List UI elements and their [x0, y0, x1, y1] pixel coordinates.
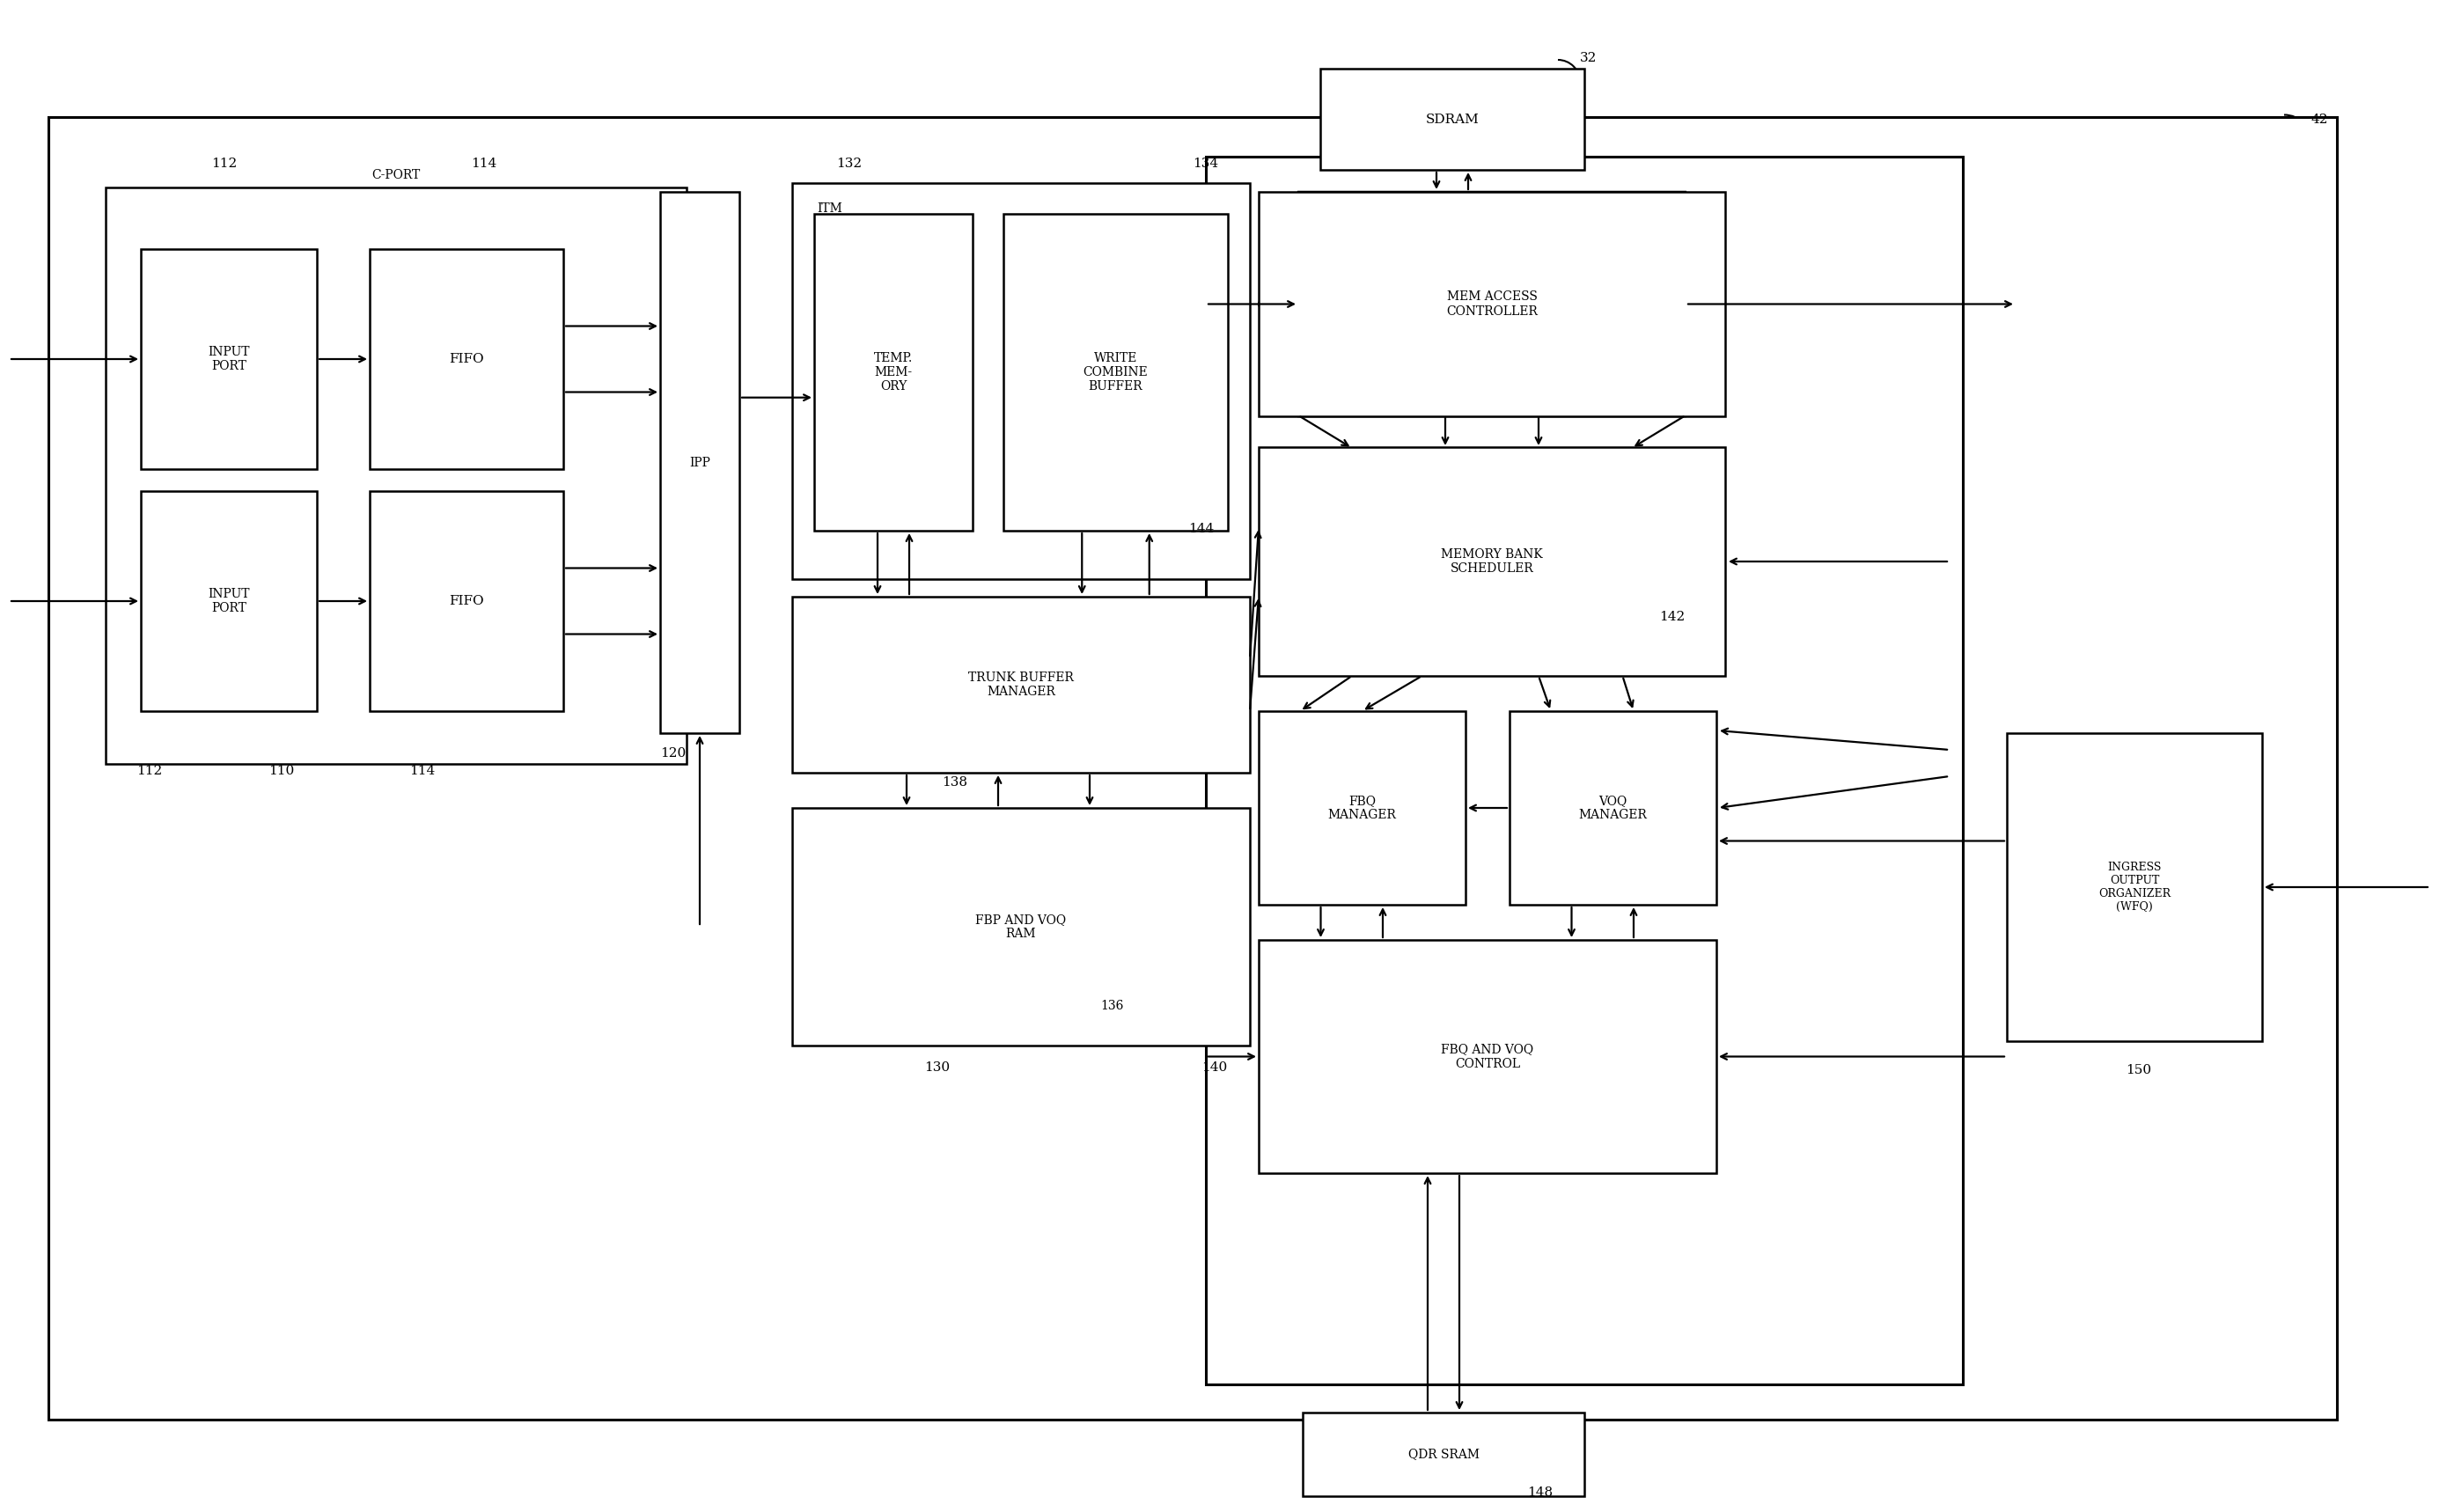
FancyBboxPatch shape — [1259, 711, 1466, 904]
Text: INPUT
PORT: INPUT PORT — [207, 346, 249, 372]
Text: WRITE
COMBINE
BUFFER: WRITE COMBINE BUFFER — [1083, 352, 1149, 393]
Text: 112: 112 — [137, 765, 161, 777]
Text: 130: 130 — [924, 1061, 949, 1074]
Text: ITM: ITM — [817, 203, 841, 215]
Text: FBQ
MANAGER: FBQ MANAGER — [1327, 795, 1398, 821]
Text: 150: 150 — [2127, 1064, 2151, 1077]
Text: MEMORY BANK
SCHEDULER: MEMORY BANK SCHEDULER — [1441, 549, 1544, 575]
Text: 148: 148 — [1527, 1486, 1554, 1498]
Text: 140: 140 — [1202, 1061, 1227, 1074]
Text: 120: 120 — [661, 747, 685, 759]
Text: TRUNK BUFFER
MANAGER: TRUNK BUFFER MANAGER — [968, 671, 1073, 699]
Text: TEMP.
MEM-
ORY: TEMP. MEM- ORY — [873, 352, 912, 393]
FancyBboxPatch shape — [793, 597, 1249, 773]
FancyBboxPatch shape — [105, 187, 685, 764]
Text: 134: 134 — [1193, 157, 1220, 169]
Text: FIFO: FIFO — [449, 594, 483, 608]
Text: INPUT
PORT: INPUT PORT — [207, 588, 249, 614]
FancyBboxPatch shape — [661, 192, 739, 733]
Text: 114: 114 — [410, 765, 434, 777]
Text: 112: 112 — [212, 157, 237, 169]
Text: 32: 32 — [1580, 51, 1598, 64]
Text: 114: 114 — [471, 157, 498, 169]
FancyBboxPatch shape — [793, 183, 1249, 579]
Text: MEM ACCESS
CONTROLLER: MEM ACCESS CONTROLLER — [1446, 290, 1537, 318]
Polygon shape — [1259, 192, 1724, 416]
Text: FBQ AND VOQ
CONTROL: FBQ AND VOQ CONTROL — [1441, 1043, 1534, 1070]
Text: 142: 142 — [1659, 611, 1685, 623]
FancyBboxPatch shape — [141, 249, 317, 469]
FancyBboxPatch shape — [1302, 1412, 1585, 1497]
FancyBboxPatch shape — [49, 116, 2337, 1420]
FancyBboxPatch shape — [1259, 940, 1717, 1173]
FancyBboxPatch shape — [2007, 733, 2261, 1042]
FancyBboxPatch shape — [141, 491, 317, 711]
Text: 144: 144 — [1188, 523, 1215, 535]
Text: 138: 138 — [941, 776, 968, 789]
FancyBboxPatch shape — [793, 807, 1249, 1046]
Text: 136: 136 — [1100, 999, 1124, 1012]
Text: IPP: IPP — [690, 457, 710, 469]
Text: FIFO: FIFO — [449, 352, 483, 366]
FancyBboxPatch shape — [1319, 68, 1585, 169]
Text: 110: 110 — [268, 765, 295, 777]
FancyBboxPatch shape — [371, 491, 563, 711]
Text: INGRESS
OUTPUT
ORGANIZER
(WFQ): INGRESS OUTPUT ORGANIZER (WFQ) — [2098, 862, 2171, 913]
FancyBboxPatch shape — [1205, 157, 1963, 1385]
FancyBboxPatch shape — [1259, 192, 1724, 416]
FancyBboxPatch shape — [371, 249, 563, 469]
Text: 42: 42 — [2310, 113, 2327, 125]
FancyBboxPatch shape — [1259, 448, 1724, 676]
Text: QDR SRAM: QDR SRAM — [1407, 1448, 1478, 1461]
Text: SDRAM: SDRAM — [1424, 113, 1478, 125]
Text: VOQ
MANAGER: VOQ MANAGER — [1578, 795, 1646, 821]
FancyBboxPatch shape — [815, 213, 973, 531]
FancyBboxPatch shape — [1002, 213, 1227, 531]
Text: FBP AND VOQ
RAM: FBP AND VOQ RAM — [976, 913, 1066, 940]
Text: C-PORT: C-PORT — [371, 169, 420, 181]
FancyBboxPatch shape — [1510, 711, 1717, 904]
Text: 132: 132 — [837, 157, 861, 169]
